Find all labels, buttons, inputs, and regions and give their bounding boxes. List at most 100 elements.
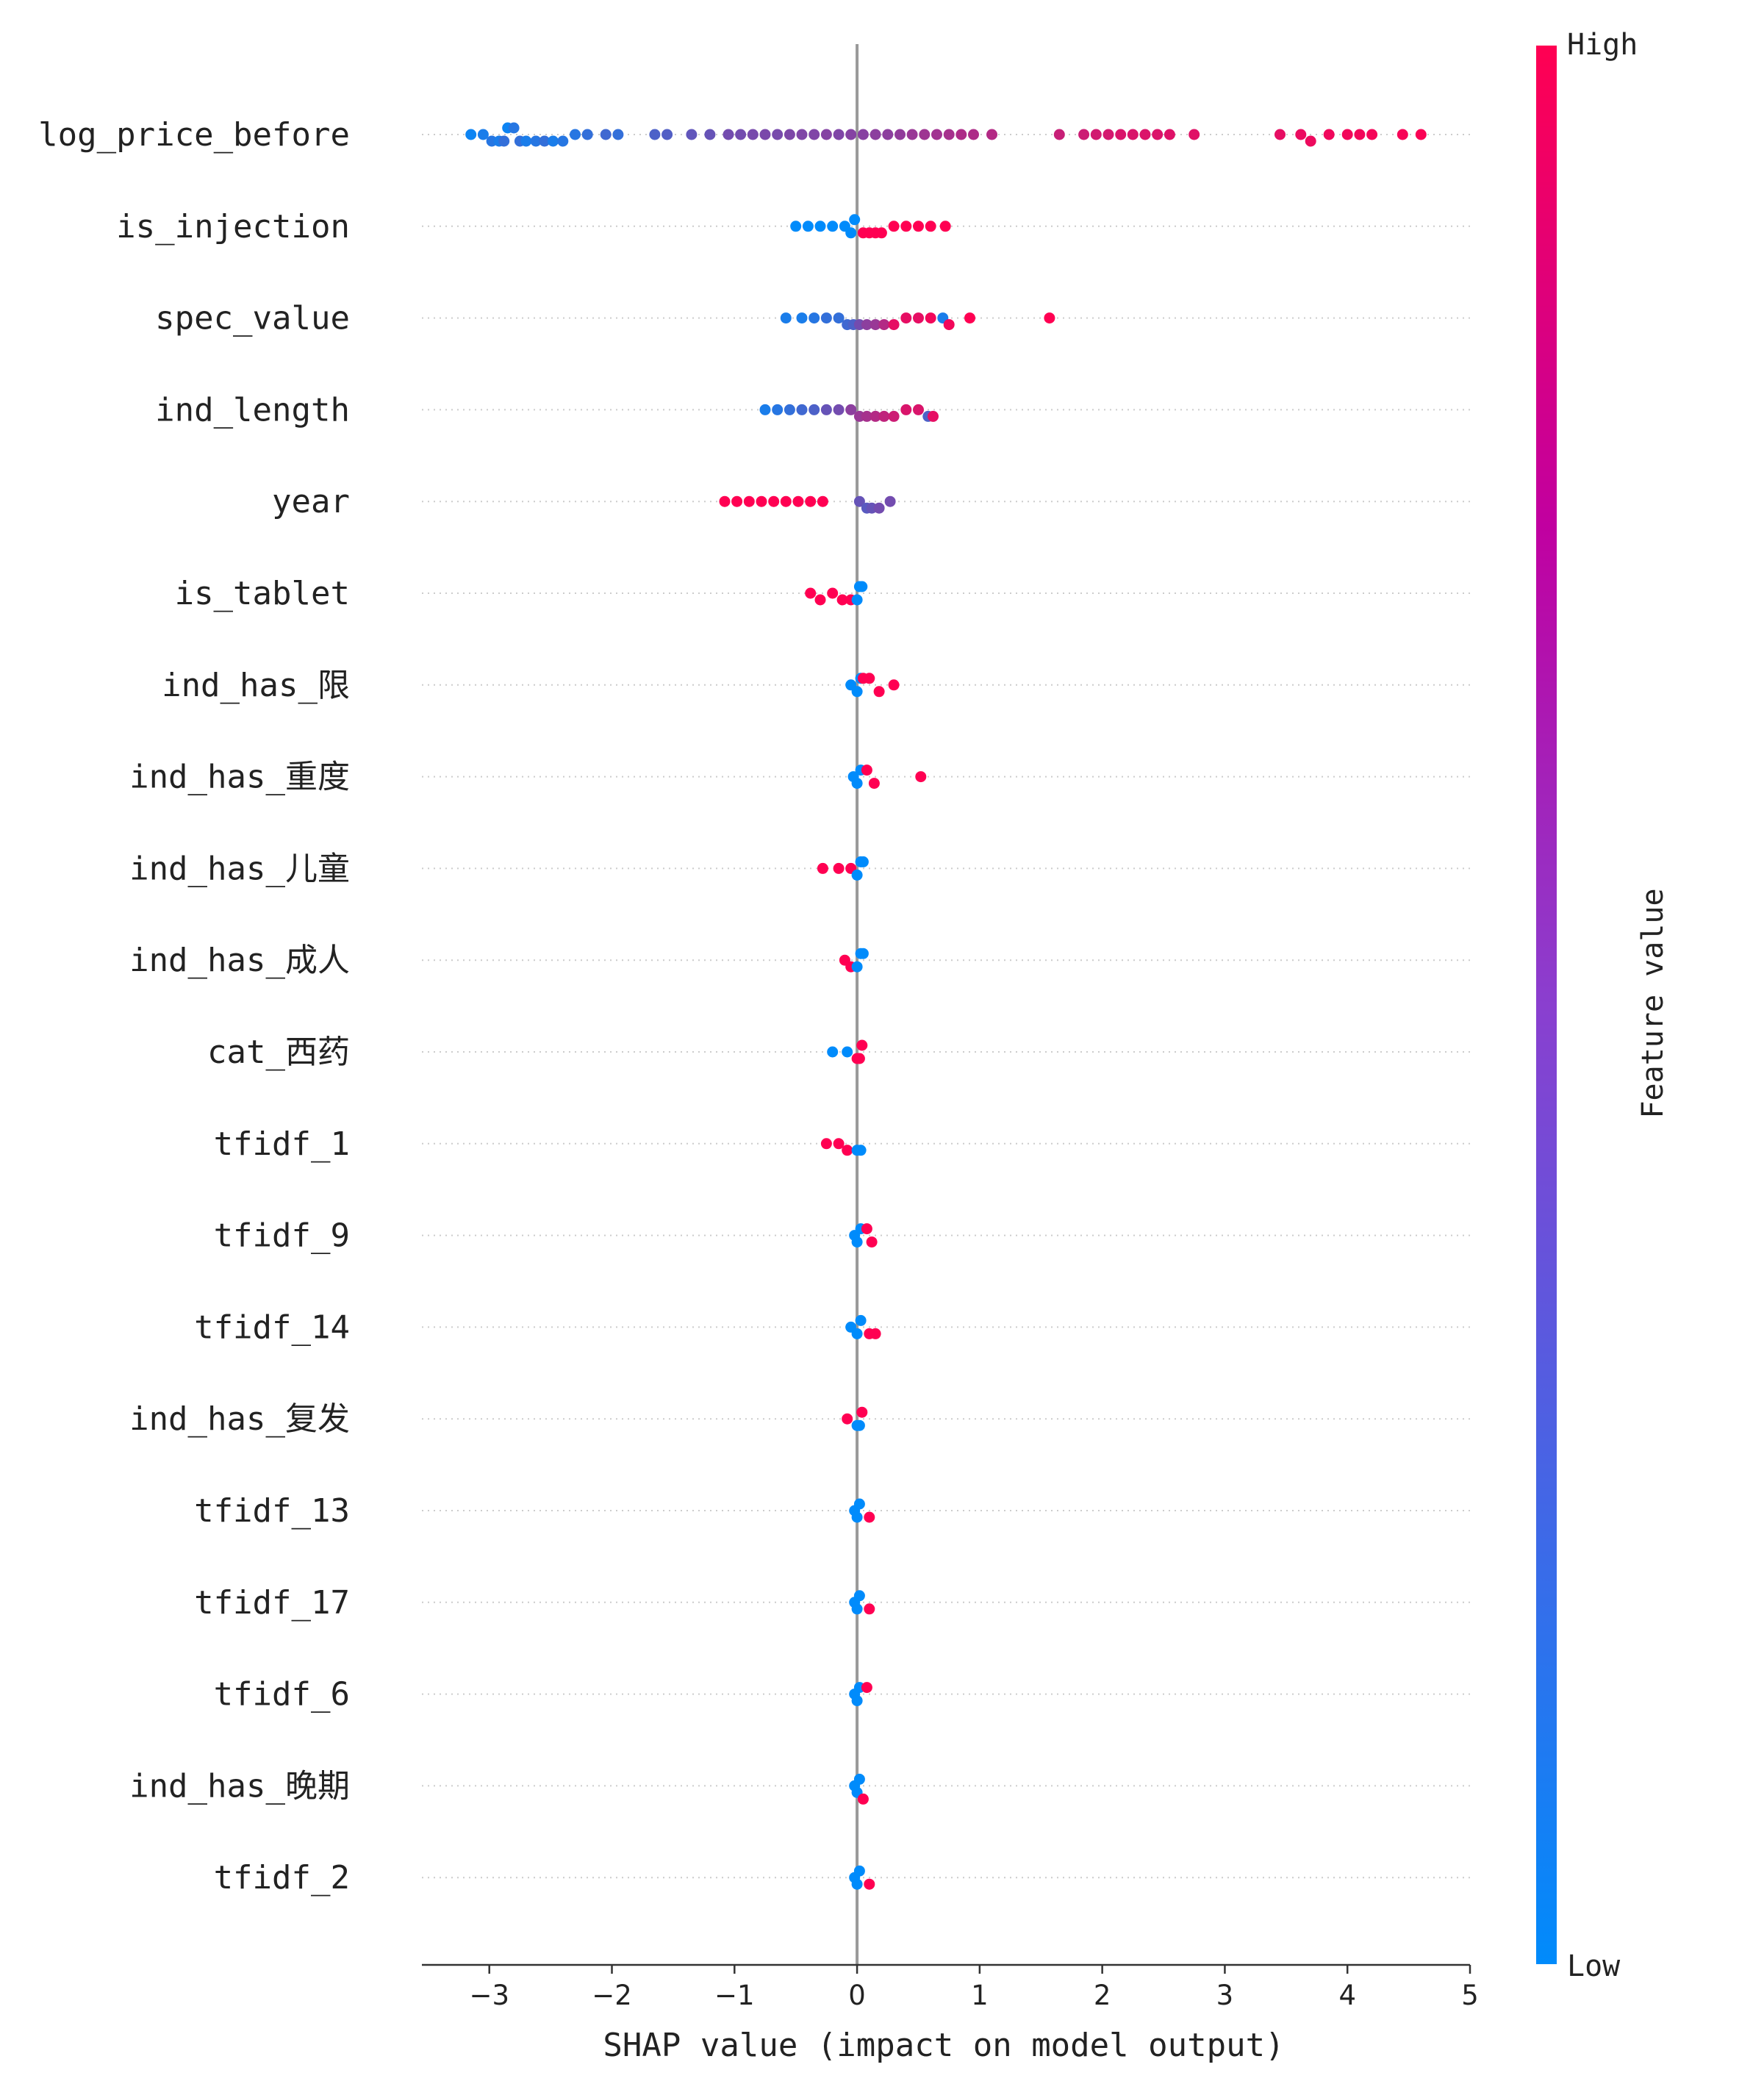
x-tick-label: 5: [1461, 1980, 1479, 2011]
shap-point: [851, 686, 863, 698]
shap-point: [853, 1865, 865, 1877]
shap-point: [851, 961, 863, 973]
shap-point: [857, 129, 869, 140]
shap-point: [1305, 135, 1316, 147]
shap-point: [612, 129, 624, 140]
shap-point: [649, 129, 661, 140]
shap-point: [817, 862, 828, 874]
feature-label: tfidf_2: [214, 1859, 350, 1897]
shap-point: [731, 495, 743, 507]
colorbar-low-label: Low: [1567, 1949, 1621, 1983]
feature-label: tfidf_6: [214, 1676, 350, 1713]
colorbar: High Low Feature value: [1536, 28, 1670, 1983]
feature-label: tfidf_9: [214, 1217, 350, 1255]
shap-point: [1341, 129, 1353, 140]
shap-point: [856, 581, 868, 592]
feature-label: ind_has_成人: [129, 942, 350, 979]
shap-point: [857, 856, 869, 867]
colorbar-title: Feature value: [1636, 888, 1670, 1118]
shap-point: [772, 129, 784, 140]
shap-point: [964, 312, 975, 324]
shap-point: [570, 129, 581, 140]
feature-label: tfidf_1: [214, 1125, 350, 1163]
shap-point: [888, 679, 900, 691]
feature-label: year: [272, 483, 350, 520]
shap-point: [796, 312, 808, 324]
shap-point: [1090, 129, 1102, 140]
shap-point: [861, 764, 872, 776]
shap-point: [1274, 129, 1286, 140]
shap-point: [931, 129, 942, 140]
shap-point: [600, 129, 612, 140]
shap-point: [853, 495, 865, 507]
shap-point: [756, 495, 767, 507]
shap-point: [888, 221, 900, 232]
shap-point: [1152, 129, 1164, 140]
shap-point: [900, 404, 912, 415]
feature-label: spec_value: [155, 300, 350, 337]
shap-point: [873, 686, 885, 698]
shap-point: [772, 404, 784, 415]
shap-point: [808, 312, 820, 324]
shap-point: [539, 135, 551, 147]
shap-point: [827, 587, 839, 599]
shap-point: [796, 404, 808, 415]
x-axis-title: SHAP value (impact on model output): [603, 2027, 1284, 2064]
feature-label: ind_has_复发: [129, 1400, 350, 1438]
shap-point: [808, 129, 820, 140]
shap-point: [662, 129, 673, 140]
shap-point: [861, 410, 872, 422]
shap-point: [820, 312, 832, 324]
shap-point: [870, 1328, 881, 1339]
shap-point: [842, 1145, 853, 1156]
shap-point: [845, 227, 857, 239]
shap-point: [530, 135, 542, 147]
shap-point: [768, 495, 780, 507]
shap-point: [465, 129, 477, 140]
shap-point: [884, 495, 896, 507]
shap-point: [873, 502, 885, 514]
shap-point: [808, 404, 820, 415]
shap-point: [1127, 129, 1139, 140]
shap-point: [820, 404, 832, 415]
shap-point: [864, 673, 875, 684]
shap-point: [851, 1603, 863, 1615]
shap-point: [849, 214, 861, 226]
shap-point: [833, 129, 845, 140]
shap-point: [857, 948, 869, 959]
x-tick-label: 3: [1216, 1980, 1234, 2011]
shap-point: [864, 1511, 875, 1523]
shap-point: [747, 129, 759, 140]
shap-point: [853, 1498, 865, 1510]
shap-point: [861, 319, 872, 331]
shap-point: [943, 319, 955, 331]
shap-point: [894, 129, 906, 140]
shap-point: [1366, 129, 1378, 140]
shap-point: [1323, 129, 1335, 140]
shap-point: [1115, 129, 1127, 140]
shap-point: [853, 1419, 865, 1431]
shap-point: [842, 1413, 853, 1425]
colorbar-gradient: [1536, 46, 1557, 1964]
shap-point: [820, 129, 832, 140]
shap-point: [477, 129, 489, 140]
shap-point: [851, 1328, 863, 1339]
shap-point: [913, 221, 924, 232]
feature-label: ind_has_儿童: [129, 850, 350, 887]
shap-point: [833, 312, 845, 324]
shap-point: [1354, 129, 1366, 140]
shap-point: [784, 129, 795, 140]
shap-point: [878, 410, 890, 422]
shap-point: [802, 221, 814, 232]
shap-point: [833, 404, 845, 415]
shap-point: [856, 1039, 868, 1051]
shap-point: [851, 1511, 863, 1523]
shap-point: [851, 1236, 863, 1248]
shap-point: [870, 129, 881, 140]
shap-point: [836, 594, 848, 606]
shap-point: [853, 1590, 865, 1602]
feature-label: is_injection: [116, 208, 350, 246]
shap-point: [1295, 129, 1307, 140]
shap-point: [845, 404, 857, 415]
